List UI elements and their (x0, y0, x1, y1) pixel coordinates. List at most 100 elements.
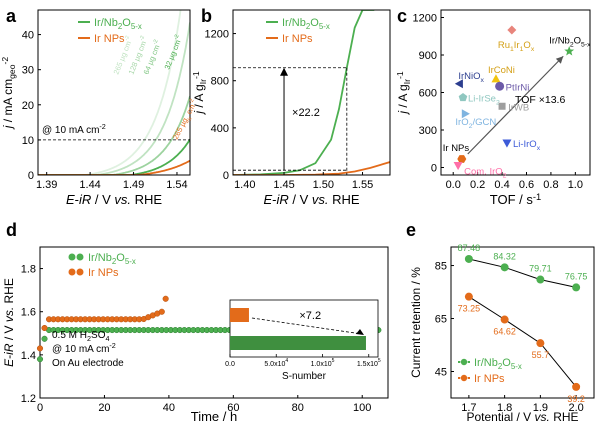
x-tick-label: 0.0 (446, 179, 461, 191)
inset-bar-chart: ×7.2 0.0 5.0x104 1.0x105 1.5x105 S-number (225, 299, 381, 382)
iv-curve (233, 10, 375, 175)
y-tick-label: 1.4 (21, 350, 36, 362)
iv-curve (38, 159, 190, 175)
x-tick-label: 1.39 (36, 179, 57, 191)
x-tick-label: 1.50 (313, 179, 334, 191)
point-label: IrWB (508, 102, 529, 113)
x-tick-label: 0 (37, 402, 43, 414)
x-tick-label: 0.2 (470, 179, 485, 191)
legend-label: Ir/Nb2O5-x (282, 17, 330, 31)
value-label: 55.7 (532, 350, 550, 360)
x-tick-label: 1.8 (497, 402, 512, 414)
curves-b (233, 10, 390, 175)
y-tick-label: 800 (211, 76, 229, 88)
curve-label: 64 µg cm-2 (141, 39, 164, 76)
x-tick-label: 1.55 (352, 179, 373, 191)
legend-label: Ir/Nb2O5-x (474, 357, 522, 371)
marker-com-iro2 (453, 162, 463, 171)
legend-label: Ir NPs (88, 267, 119, 279)
x-tick-label: 0.4 (494, 179, 509, 191)
x-axis-label: Potential / V vs. RHE (466, 410, 578, 424)
y-tick-label: 1.2 (21, 393, 36, 405)
x-axis-label: TOF / s-1 (490, 192, 541, 207)
retention-line (468, 258, 577, 288)
marker-ru1ir1ox (507, 25, 517, 35)
y-axis-label: Current retention / % (409, 267, 423, 378)
legend-label: Ir NPs (94, 33, 125, 45)
y-tick-label: 0 (223, 170, 229, 182)
x-tick-label: 1.40 (234, 179, 255, 191)
legend-marker-green (68, 253, 76, 261)
legend-marker-green (76, 253, 84, 261)
point-label: IrCoNi (488, 65, 515, 76)
legend-marker-orange (76, 268, 84, 276)
panel-d: 0 20 40 60 80 100 1.2 1.4 1.6 1.8 Time / h E-iR / V… (2, 246, 389, 424)
marker-iro2-gcn (461, 109, 470, 119)
y-tick-label: 10 (22, 135, 34, 147)
marker-li-irox (502, 139, 512, 148)
inset-bar-ir-nps (230, 308, 249, 322)
panel-e: 1.7 1.8 1.9 2.0 45 65 85 Potential / V vs. RHE C… (409, 243, 595, 424)
y-tick-label: 45 (435, 367, 447, 379)
point-label: PtIrNi (506, 82, 530, 93)
y-axis-label: j / A gIr-1 (191, 71, 208, 116)
y-tick-label: 600 (419, 88, 437, 100)
x-axis-label: E-iR / V vs. RHE (66, 192, 162, 207)
stability-point-green (36, 356, 44, 363)
x-tick-label: 1.44 (79, 179, 100, 191)
x-tick-label: 40 (163, 402, 175, 414)
y-tick-label: 40 (22, 30, 34, 42)
inset-x-tick-label: 1.0x105 (311, 358, 335, 368)
panel-label-a: a (6, 6, 17, 26)
legend-label: Ir NPs (282, 33, 313, 45)
condition-text: On Au electrode (52, 358, 124, 369)
y-axis-label: j / A gIr-1 (395, 71, 412, 116)
panel-label-b: b (201, 6, 212, 26)
x-tick-label: 60 (227, 402, 239, 414)
curve-label: 32 µg cm-2 (162, 34, 185, 71)
legend-label: Ir/Nb2O5-x (94, 17, 142, 31)
iv-curve (38, 22, 190, 175)
y-tick-label: 300 (419, 125, 437, 137)
point-label: Li-IrOx (513, 139, 541, 152)
retention-point (500, 263, 509, 272)
retention-point (536, 339, 545, 348)
value-label: 64.62 (493, 327, 516, 337)
marker-irniox (454, 79, 463, 89)
x-tick-label: 1.9 (533, 402, 548, 414)
y-tick-label: 0 (28, 170, 34, 182)
value-label: 39.2 (567, 394, 585, 404)
marker-li-irse2 (458, 93, 468, 102)
y-tick-label: 65 (435, 314, 447, 326)
retention-point (500, 315, 509, 324)
y-axis-label: j / mA cmgeo-2 (0, 57, 17, 131)
condition-text: @ 10 mA cm-2 (52, 341, 116, 355)
inset-x-tick-label: 0.0 (225, 361, 235, 368)
panel-b: ×22.2 1.40 1.45 1.50 1.55 0 400 800 1200 E-iR / V… (191, 9, 391, 207)
y-tick-label: 1.6 (21, 307, 36, 319)
panel-c: 0.0 0.2 0.4 0.6 0.8 1.0 0 300 600 900 1200 TOF / s-… (395, 9, 591, 207)
point-label: IrO2/GCN (455, 117, 496, 130)
legend-label: Ir/Nb2O5-x (88, 252, 136, 266)
x-tick-label: 1.49 (123, 179, 144, 191)
point-label: Li-IrSe2 (468, 94, 500, 107)
iv-curve (233, 161, 390, 175)
x-tick-label: 1.45 (273, 179, 294, 191)
x-tick-label: 80 (292, 402, 304, 414)
trend-arrow (467, 55, 564, 155)
retention-point (464, 254, 473, 263)
plot-frame (37, 9, 191, 176)
plot-frame (450, 246, 595, 399)
x-axis-label: Time / h (191, 409, 237, 424)
panel-label-c: c (397, 6, 407, 26)
point-label: Ru1Ir1Ox (498, 40, 535, 53)
retention-point (572, 283, 581, 292)
point-label: Ir/Nb2O5-x (549, 35, 591, 48)
iv-curve (38, 10, 182, 175)
inset-ratio-label: ×7.2 (299, 310, 321, 322)
inset-x-tick-label: 1.5x105 (357, 358, 381, 368)
legend-label: Ir NPs (474, 373, 505, 385)
marker-ptirni (495, 81, 505, 91)
x-axis-label: E-iR / V vs. RHE (263, 192, 359, 207)
iv-curve (38, 138, 190, 175)
